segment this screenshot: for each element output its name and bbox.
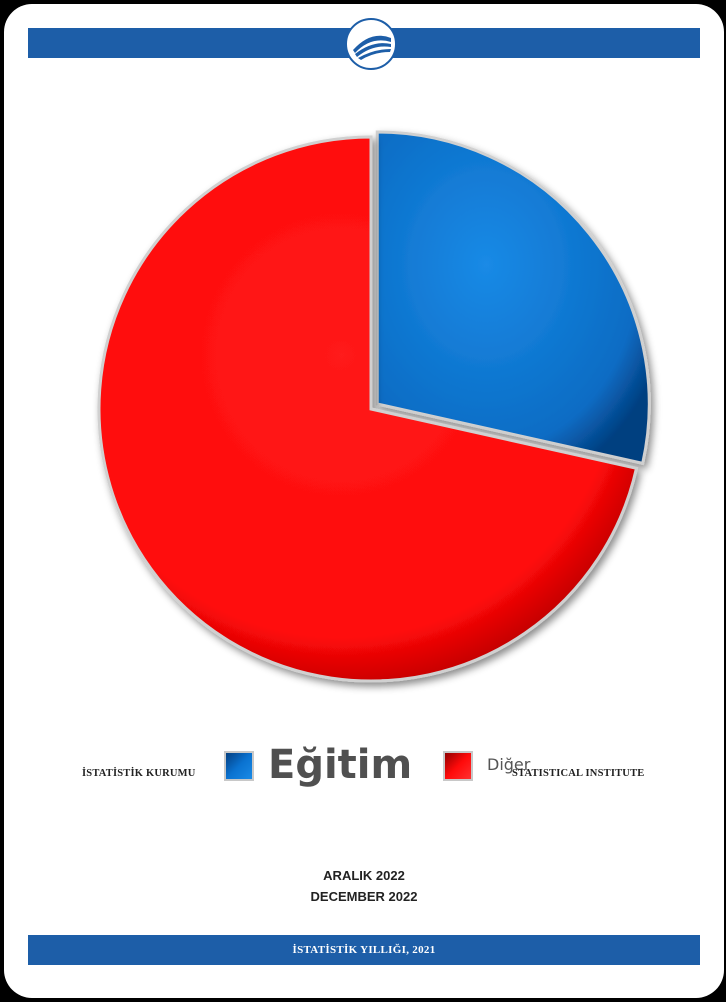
institute-label-tr: İSTATİSTİK KURUMU [82, 768, 196, 779]
pie-slice-egitim [375, 130, 651, 466]
legend-label-diger: Diğer [487, 755, 531, 774]
legend-label-egitim: Eğitim [268, 742, 413, 788]
pie-chart [97, 130, 651, 683]
date-en: DECEMBER 2022 [310, 889, 418, 904]
pie-slice-diger [97, 135, 639, 683]
institute-label-en: STATISTICAL INSTITUTE [512, 768, 645, 779]
tuik-logo-icon [345, 18, 397, 70]
legend-swatch-egitim [224, 751, 254, 781]
date-tr: ARALIK 2022 [323, 868, 405, 883]
cover-page: İSTATİSTİK KURUMU Eğitim Diğer STATISTIC… [4, 4, 724, 998]
legend-swatch-diger [443, 751, 473, 781]
footer-title: İSTATİSTİK YILLIĞI, 2021 [292, 944, 436, 956]
logo-graphic [349, 22, 393, 66]
bottom-band: İSTATİSTİK YILLIĞI, 2021 [28, 935, 700, 965]
